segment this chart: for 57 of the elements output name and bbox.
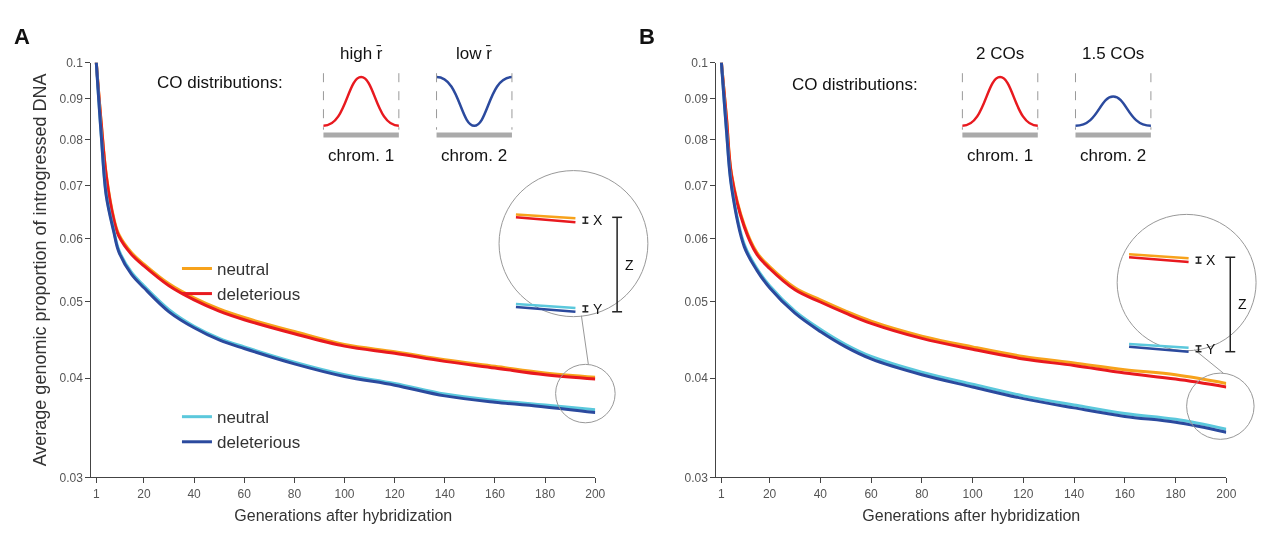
- x-axis-title: Generations after hybridization: [862, 507, 1081, 525]
- annotation: CO distributions:: [792, 75, 918, 94]
- annotation: chrom. 2: [1080, 146, 1147, 165]
- y-tick-label: 0.07: [59, 178, 84, 193]
- x-tick-label: 1: [92, 486, 100, 501]
- y-tick-label: 0.09: [684, 92, 709, 106]
- y-tick-label: 0.03: [684, 470, 709, 485]
- x-tick-label: 80: [915, 486, 929, 501]
- legend-label: neutral: [216, 260, 269, 280]
- annotation: chrom. 1: [967, 146, 1034, 165]
- annotation: chrom. 2: [441, 146, 508, 165]
- y-tick-label: 0.05: [684, 294, 709, 309]
- annotation: chrom. 1: [328, 146, 395, 165]
- x-tick-label: 40: [813, 486, 828, 501]
- y-tick-label: 0.05: [59, 294, 84, 309]
- annotation: 1.5 COs: [1082, 44, 1145, 63]
- x-tick-label: 40: [187, 486, 202, 501]
- y-tick-label: 0.09: [59, 92, 84, 106]
- x-tick-label: 20: [762, 486, 777, 501]
- x-axis-title: Generations after hybridization: [234, 507, 453, 525]
- chart-title: B: [639, 24, 655, 49]
- y-tick-label: 0.06: [684, 231, 709, 246]
- y-tick-label: 0.04: [59, 371, 84, 386]
- x-tick-label: 60: [237, 486, 252, 501]
- y-axis-title: Average genomic proportion of introgressed DNA: [29, 73, 50, 467]
- y-tick-label: 0.07: [684, 178, 709, 193]
- y-tick-label: 0.08: [684, 132, 709, 147]
- y-tick-label: 0.08: [59, 132, 84, 147]
- chart-title: A: [14, 24, 30, 49]
- x-tick-label: 180: [1165, 486, 1186, 501]
- x-tick-label: 60: [864, 486, 879, 501]
- y-tick-label: 0.03: [59, 470, 84, 485]
- x-tick-label: 20: [137, 486, 151, 501]
- x-tick-label: 100: [962, 486, 983, 501]
- legend-label: neutral: [216, 408, 269, 428]
- annotation: CO distributions:: [157, 73, 283, 92]
- x-tick-label: 160: [484, 486, 506, 501]
- x-tick-label: 160: [1114, 486, 1136, 501]
- x-tick-label: 80: [287, 486, 302, 501]
- legend-label: deleterious: [216, 285, 301, 305]
- y-tick-label: 0.06: [59, 231, 84, 246]
- x-tick-label: 120: [384, 486, 406, 501]
- x-tick-label: 100: [334, 486, 355, 501]
- x-tick-label: 180: [535, 486, 556, 501]
- y-tick-label: 0.04: [684, 371, 709, 386]
- x-tick-label: 1: [718, 486, 726, 501]
- annotation: low r̄: [456, 44, 493, 63]
- x-tick-label: 200: [585, 486, 606, 501]
- x-tick-label: 140: [1064, 486, 1085, 501]
- legend-label: deleterious: [216, 433, 301, 453]
- x-tick-label: 140: [434, 486, 456, 501]
- y-tick-label: 0.1: [66, 55, 84, 70]
- x-tick-label: 120: [1013, 486, 1034, 501]
- y-tick-label: 0.1: [691, 55, 709, 70]
- x-tick-label: 200: [1216, 486, 1237, 501]
- annotation: high r̄: [340, 44, 383, 63]
- annotation: 2 COs: [976, 44, 1025, 63]
